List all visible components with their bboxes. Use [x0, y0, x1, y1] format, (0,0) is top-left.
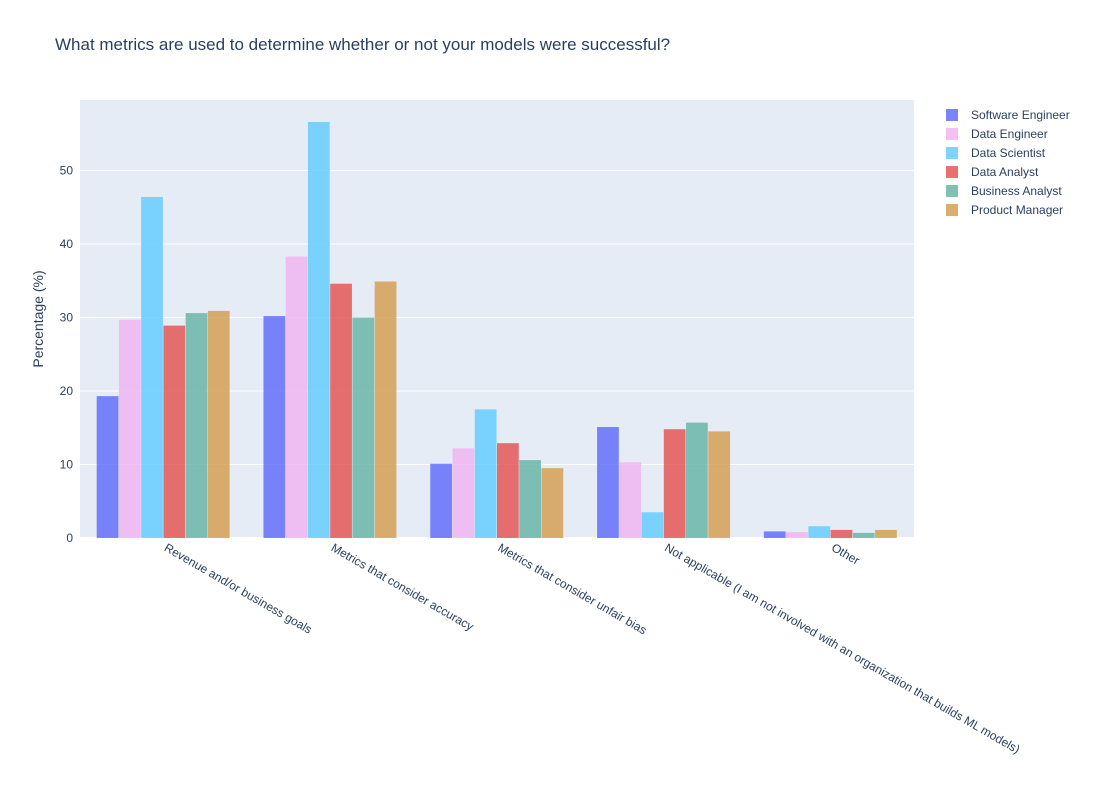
- bar: [141, 197, 163, 538]
- legend-label: Data Engineer: [971, 127, 1048, 141]
- bar: [474, 409, 497, 538]
- bars: [96, 122, 897, 538]
- bar: [307, 122, 330, 538]
- y-axis-title: Percentage (%): [30, 270, 46, 367]
- legend-label: Software Engineer: [971, 108, 1070, 122]
- bar: [330, 283, 352, 538]
- x-tick-label: Not applicable (I am not involved with a…: [662, 540, 1022, 756]
- bar: [96, 396, 119, 538]
- legend-swatch: [946, 128, 958, 140]
- x-tick-label: Metrics that consider unfair bias: [496, 540, 650, 637]
- x-tick-label: Metrics that consider accuracy: [329, 540, 476, 633]
- bar: [808, 526, 831, 538]
- legend-swatch: [946, 185, 958, 197]
- y-tick-label: 0: [66, 531, 73, 545]
- bar: [641, 512, 664, 538]
- y-tick-label: 30: [60, 311, 74, 325]
- bar: [619, 462, 642, 538]
- bar: [763, 531, 786, 538]
- y-tick-label: 50: [60, 164, 74, 178]
- bar: [597, 427, 619, 538]
- legend-label: Business Analyst: [971, 184, 1062, 198]
- bar: [541, 468, 564, 538]
- y-tick-label: 20: [60, 384, 74, 398]
- bar: [852, 532, 875, 538]
- legend-swatch: [946, 109, 958, 121]
- bar: [163, 325, 186, 538]
- bar: [497, 443, 519, 538]
- bar: [708, 431, 731, 538]
- legend-label: Product Manager: [971, 203, 1063, 217]
- legend-swatch: [946, 204, 958, 216]
- chart-title: What metrics are used to determine wheth…: [55, 35, 670, 54]
- y-tick-label: 10: [60, 458, 74, 472]
- bar: [430, 463, 453, 538]
- bar: [185, 313, 208, 538]
- x-axis-ticks: Revenue and/or business goals Metrics tha…: [162, 540, 1023, 756]
- bar: [786, 532, 808, 538]
- bar: [452, 448, 475, 538]
- legend-label: Data Analyst: [971, 165, 1039, 179]
- bar: [263, 316, 286, 538]
- bar: [352, 317, 375, 538]
- bar: [663, 429, 686, 538]
- bar: [285, 256, 308, 538]
- bar: [830, 529, 853, 538]
- y-tick-label: 40: [60, 237, 74, 251]
- legend-swatch: [946, 147, 958, 159]
- bar: [374, 281, 397, 538]
- bar: [519, 460, 541, 538]
- bar: [207, 310, 230, 538]
- x-tick-label: Other: [829, 540, 862, 567]
- legend: Software Engineer Data Engineer Data Scien…: [946, 108, 1070, 217]
- y-axis-ticks: 0 10 20 30 40 50: [60, 164, 74, 545]
- legend-label: Data Scientist: [971, 146, 1046, 160]
- bar: [686, 422, 708, 538]
- bar: [875, 529, 897, 538]
- x-tick-label: Revenue and/or business goals: [162, 540, 315, 636]
- legend-swatch: [946, 166, 958, 178]
- bar: [118, 319, 141, 538]
